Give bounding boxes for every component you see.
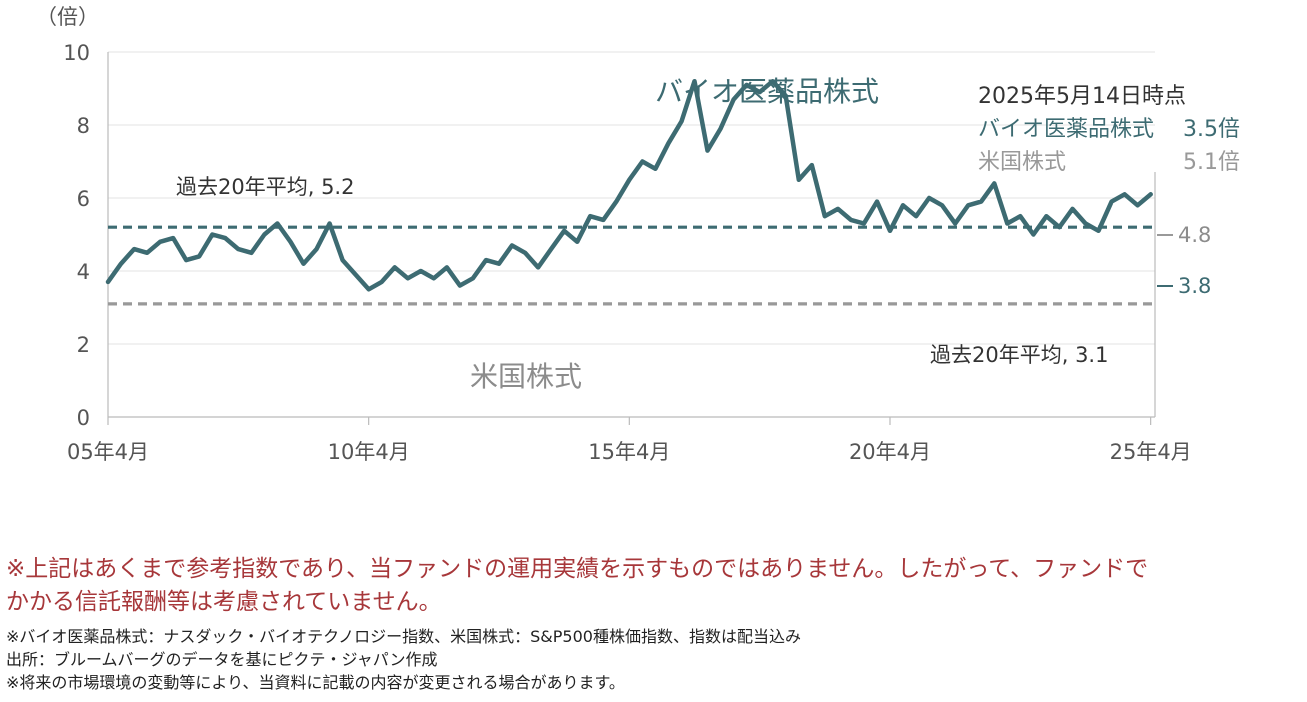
y-tick-label: 8 (77, 114, 90, 138)
series-lines (105, 78, 1153, 292)
as-of-box: 2025年5月14日時点 バイオ医薬品株式 3.5倍 米国株式 5.1倍 (978, 80, 1240, 179)
as-of-row-biotech: バイオ医薬品株式 3.5倍 (978, 113, 1240, 146)
series-label-us-stocks: 米国株式 (470, 360, 582, 393)
gridlines (107, 51, 1156, 418)
biotech-end-value-label: 3.8 (1178, 274, 1211, 298)
us-end-value-label: 4.8 (1178, 223, 1211, 247)
x-tick-label: 20年4月 (849, 440, 931, 464)
as-of-value: 3.5倍 (1183, 117, 1240, 142)
x-tick-label: 05年4月 (67, 440, 149, 464)
warning-line-2: かかる信託報酬等は考慮されていません。 (6, 589, 442, 615)
as-of-name: バイオ医薬品株式 (978, 117, 1155, 142)
biotech-average-label: 過去20年平均, 5.2 (176, 175, 354, 199)
as-of-title: 2025年5月14日時点 (978, 84, 1186, 109)
y-tick-label: 4 (77, 260, 90, 284)
y-tick-label: 6 (77, 187, 90, 211)
as-of-name: 米国株式 (978, 150, 1067, 175)
axis-ticks: 0 2 4 6 8 10 05年4月 10年4月 15年4月 20年4月 25年4月 (63, 41, 1191, 464)
warning-line-1: ※上記はあくまで参考指数であり、当ファンドの運用実績を示すものではありません。し… (6, 556, 1149, 582)
footnote-3: ※将来の市場環境の変動等により、当資料に記載の内容が変更される場合があります。 (6, 673, 625, 692)
y-tick-label: 0 (77, 406, 90, 430)
as-of-value: 5.1倍 (1183, 150, 1240, 175)
us-average-label: 過去20年平均, 3.1 (930, 343, 1108, 367)
footnote-1: ※バイオ医薬品株式：ナスダック・バイオテクノロジー指数、米国株式：S&P500種… (6, 627, 801, 646)
as-of-row-us: 米国株式 5.1倍 (978, 146, 1240, 179)
average-lines (108, 225, 1155, 306)
footnote-2: 出所：ブルームバーグのデータを基にピクテ・ジャパン作成 (6, 650, 438, 669)
series-line (105, 78, 1153, 292)
y-tick-label: 2 (77, 333, 90, 357)
x-tick-label: 10年4月 (328, 440, 410, 464)
y-tick-label: 10 (63, 41, 90, 65)
x-tick-label: 25年4月 (1110, 440, 1192, 464)
pe-ratio-line-chart: 0 2 4 6 8 10 05年4月 10年4月 15年4月 20年4月 25年4月 （倍） バイオ… (36, 5, 1211, 464)
y-unit-label: （倍） (36, 5, 99, 29)
x-tick-label: 15年4月 (588, 440, 670, 464)
notes: ※上記はあくまで参考指数であり、当ファンドの運用実績を示すものではありません。し… (6, 553, 1296, 694)
series-label-biotech: バイオ医薬品株式 (655, 75, 879, 108)
